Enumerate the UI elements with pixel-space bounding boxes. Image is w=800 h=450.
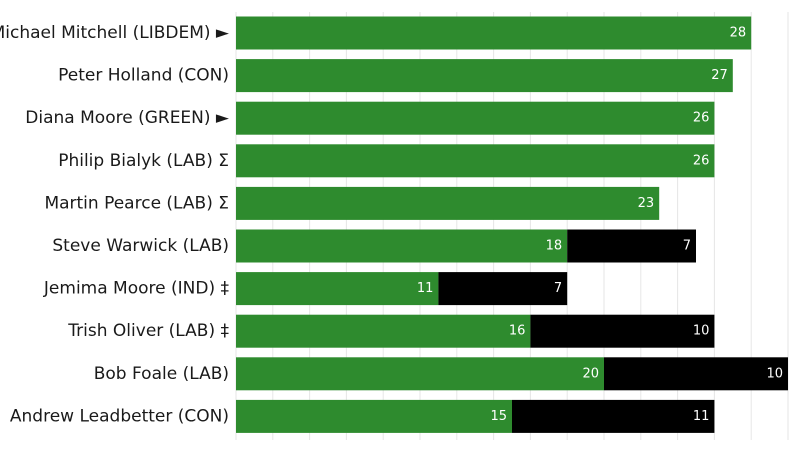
bar-segment (438, 272, 568, 306)
bar-segment (567, 229, 696, 263)
data-label: 27 (711, 68, 728, 83)
bar-segment (236, 16, 752, 50)
data-label: 26 (693, 111, 710, 126)
data-label: 11 (693, 409, 710, 424)
category-label: Diana Moore (GREEN) ► (25, 108, 230, 128)
bar-segment (604, 357, 788, 391)
category-label: Steve Warwick (LAB) (52, 236, 229, 256)
category-label: Andrew Leadbetter (CON) (10, 406, 229, 426)
category-label: Trish Oliver (LAB) ‡ (67, 321, 229, 341)
bars (236, 16, 788, 433)
bar-segment (236, 399, 512, 433)
data-label: 28 (730, 26, 747, 41)
bar-segment (236, 144, 715, 178)
category-label: Philip Bialyk (LAB) Σ (58, 151, 229, 171)
data-label: 18 (546, 239, 563, 254)
category-label: Peter Holland (CON) (58, 66, 229, 86)
data-label: 7 (683, 239, 691, 254)
bar-segment (236, 59, 733, 93)
category-label: Martin Pearce (LAB) Σ (44, 193, 229, 213)
data-label: 16 (509, 324, 526, 339)
data-label: 7 (554, 281, 562, 296)
data-label: 11 (417, 281, 434, 296)
data-label: 26 (693, 153, 710, 168)
bar-segment (236, 314, 531, 348)
bar-segment (236, 101, 715, 135)
bar-segment (236, 186, 660, 220)
data-label: 20 (582, 366, 599, 381)
data-label: 15 (490, 409, 507, 424)
bar-segment (236, 272, 439, 306)
data-label: 10 (693, 324, 710, 339)
category-label: Michael Mitchell (LIBDEM) ► (0, 23, 230, 43)
data-label: 10 (766, 366, 783, 381)
labels: Michael Mitchell (LIBDEM) ► 28 Peter Holla… (0, 23, 783, 426)
category-label: Jemima Moore (IND) ‡ (43, 279, 230, 299)
bar-segment (236, 357, 604, 391)
data-label: 23 (638, 196, 655, 211)
category-label: Bob Foale (LAB) (94, 364, 229, 384)
bar-segment (236, 229, 568, 263)
bar-segment (530, 314, 715, 348)
bar-segment (512, 399, 715, 433)
